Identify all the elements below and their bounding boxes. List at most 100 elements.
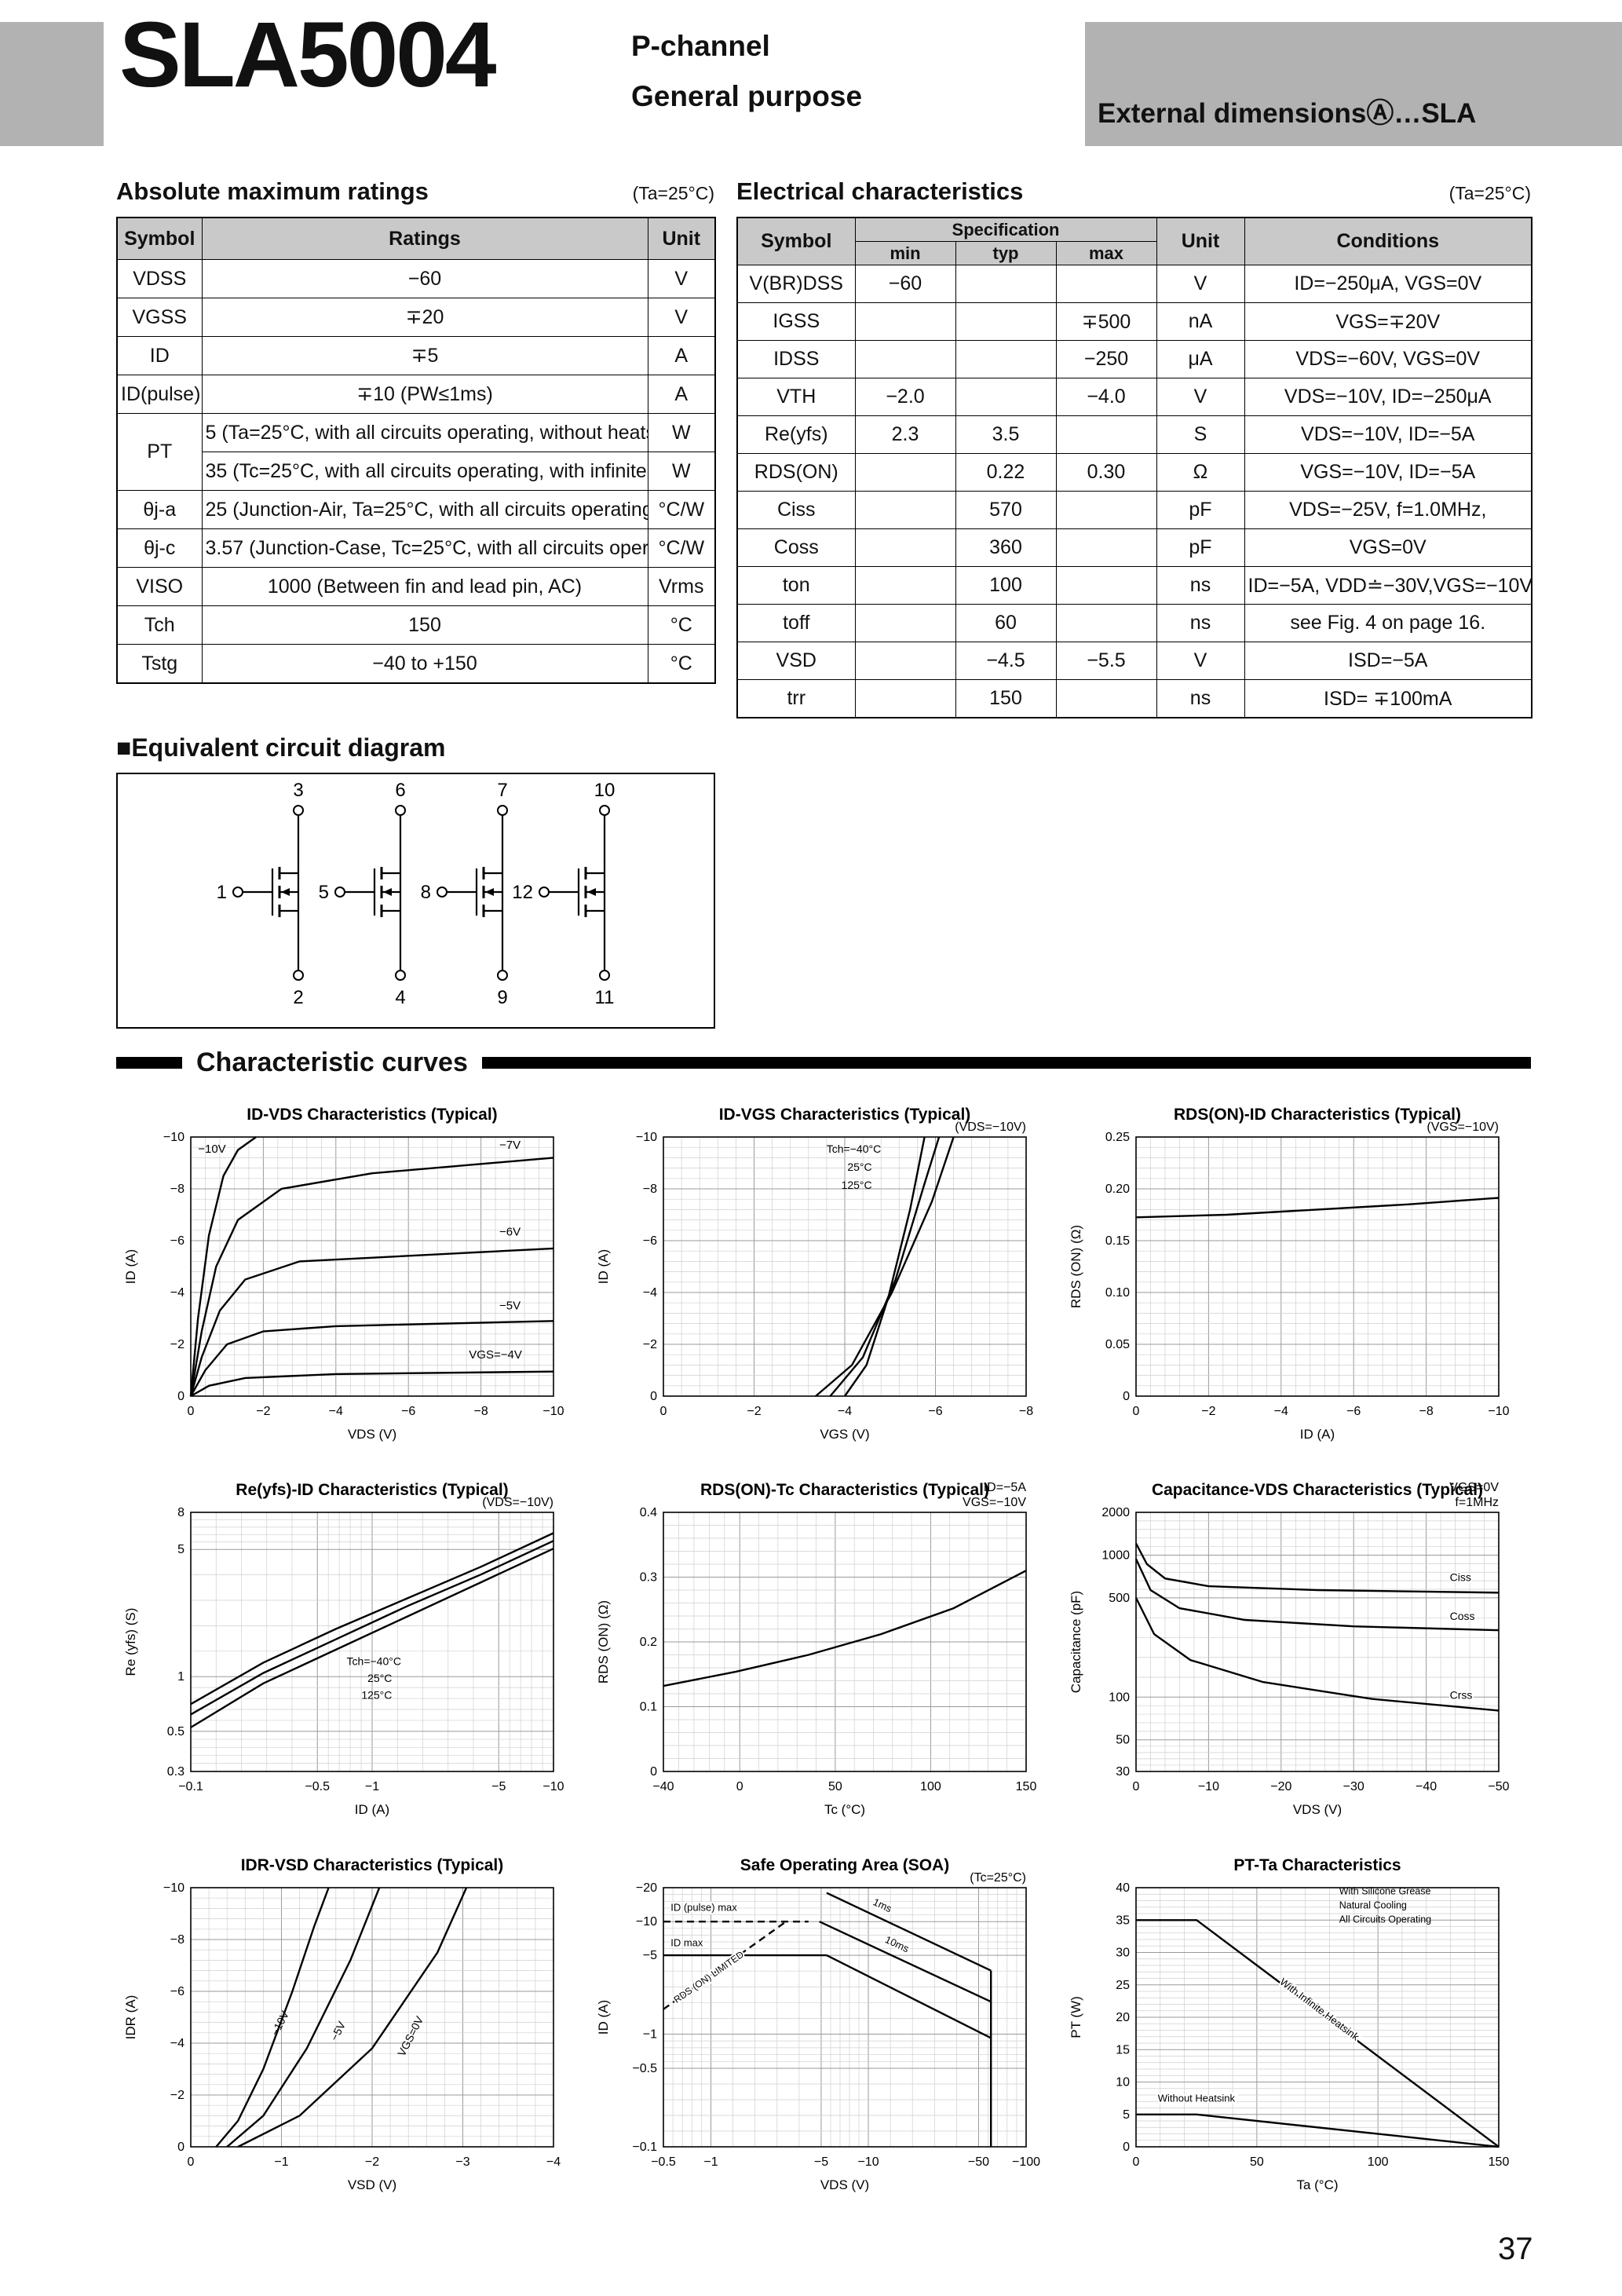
min-cell: −60 xyxy=(854,265,956,303)
plot-border xyxy=(190,1887,554,2148)
unit-cell: nA xyxy=(1156,302,1245,341)
source-pin xyxy=(395,970,406,981)
x-tick-label: −0.1 xyxy=(178,1780,203,1793)
x-tick-label: −4 xyxy=(329,1405,343,1418)
plot-border xyxy=(190,1136,554,1397)
typ-cell: 150 xyxy=(955,679,1057,718)
gate-pin xyxy=(437,887,448,898)
curve-label: VGS=−4V xyxy=(469,1348,522,1362)
arrow xyxy=(281,888,290,896)
y-tick-label: 0.3 xyxy=(640,1571,657,1585)
x-tick-label: −40 xyxy=(1416,1780,1437,1793)
curve-label: Natural Cooling xyxy=(1339,1899,1407,1910)
column-header: Conditions xyxy=(1244,217,1532,265)
curve-label: −10V xyxy=(198,1143,225,1156)
curve-label: −10V xyxy=(269,2009,292,2038)
typ-cell xyxy=(955,340,1057,378)
chart-id-vgs-svg: ID-VGS Characteristics (Typical)(VDS=−10… xyxy=(596,1106,1033,1442)
symbol-cell: VTH xyxy=(736,378,856,416)
drain-pin xyxy=(599,805,610,816)
table-row: V(BR)DSS −60 V ID=−250μA, VGS=0V xyxy=(736,265,1532,303)
curve-label: 10ms xyxy=(883,1933,911,1954)
rating-cell: ∓20 xyxy=(201,298,648,337)
x-tick-label: −2 xyxy=(747,1405,761,1418)
table-header-row: Symbol Ratings Unit xyxy=(116,217,716,260)
min-cell xyxy=(854,340,956,378)
x-tick-label: −30 xyxy=(1343,1780,1364,1793)
max-cell: −4.0 xyxy=(1055,378,1157,416)
unit-cell: ns xyxy=(1156,566,1245,605)
x-tick-label: −3 xyxy=(455,2155,469,2169)
curve xyxy=(189,1136,257,1397)
pin-number: 9 xyxy=(497,987,507,1008)
y-tick-label: −0.1 xyxy=(632,2141,657,2154)
x-tick-label: −5 xyxy=(491,1780,506,1793)
section-bar-right xyxy=(481,1057,1531,1069)
table-row: Coss 360 pF VGS=0V xyxy=(736,528,1532,567)
x-tick-label: −6 xyxy=(401,1405,415,1418)
curve xyxy=(1136,2113,1500,2148)
x-tick-label: −10 xyxy=(542,1405,564,1418)
curve xyxy=(826,1892,992,1972)
conditions-cell: ID=−250μA, VGS=0V xyxy=(1244,265,1532,303)
table-row: toff 60 ns see Fig. 4 on page 16. xyxy=(736,604,1532,642)
pin-number: 2 xyxy=(293,987,303,1008)
table-row: VSD −4.5 −5.5 V ISD=−5A xyxy=(736,642,1532,680)
symbol-cell: Coss xyxy=(736,528,856,567)
min-cell xyxy=(854,491,956,529)
chart-idr-vsd-svg: IDR-VSD Characteristics (Typical) 0 −1 −2 −3… xyxy=(123,1856,561,2192)
y-tick-label: −2 xyxy=(170,2089,184,2102)
x-tick-label: −0.5 xyxy=(651,2155,676,2169)
mosfet-symbol: 3 1 2 xyxy=(217,780,304,1008)
min-cell xyxy=(854,566,956,605)
conditions-cell: VDS=−10V, ID=−250μA xyxy=(1244,378,1532,416)
column-header: Symbol xyxy=(736,217,856,265)
curve xyxy=(1134,1597,1500,1712)
y-tick-label: 500 xyxy=(1109,1592,1130,1605)
chart-condition: f=1MHz xyxy=(1455,1496,1499,1509)
curve-label: RDS (ON) LIMITED xyxy=(672,1949,747,2005)
table-header-row: Symbol Specification Unit Conditions xyxy=(736,217,1532,265)
rating-cell: −60 xyxy=(201,259,648,298)
curve xyxy=(1134,1543,1500,1594)
conditions-cell: VDS=−10V, ID=−5A xyxy=(1244,415,1532,454)
table-row: VGSS ∓20 V xyxy=(116,298,716,337)
min-cell xyxy=(854,604,956,642)
chart-pt-ta-svg: PT-Ta Characteristics 0 50 100 150 0 5 10 15 20 25… xyxy=(1069,1856,1509,2192)
table-row: trr 150 ns ISD= ∓100mA xyxy=(736,679,1532,718)
unit-cell: Vrms xyxy=(647,567,716,606)
table-row: θj-c 3.57 (Junction-Case, Tc=25°C, with a… xyxy=(116,528,716,568)
pin-number: 11 xyxy=(595,987,615,1008)
chart-title: ID-VDS Characteristics (Typical) xyxy=(247,1106,497,1124)
y-tick-label: 2000 xyxy=(1101,1506,1130,1519)
plot-border xyxy=(663,1512,1027,1772)
y-tick-label: 0 xyxy=(1123,1390,1130,1403)
mosfet-symbol: 10 12 11 xyxy=(512,780,615,1008)
y-tick-label: 0.3 xyxy=(167,1765,184,1779)
chart-title: Capacitance-VDS Characteristics (Typical… xyxy=(1152,1481,1483,1499)
x-tick-label: 50 xyxy=(828,1780,842,1793)
x-tick-label: 100 xyxy=(920,1780,941,1793)
x-tick-label: −5 xyxy=(814,2155,828,2169)
y-tick-label: 10 xyxy=(1116,2076,1130,2089)
max-cell xyxy=(1055,679,1157,718)
x-tick-label: −2 xyxy=(1201,1405,1215,1418)
table-row: ID ∓5 A xyxy=(116,336,716,375)
max-cell: 0.30 xyxy=(1055,453,1157,492)
x-tick-label: −10 xyxy=(1198,1780,1219,1793)
unit-cell: V xyxy=(647,259,716,298)
unit-cell: Ω xyxy=(1156,453,1245,492)
x-tick-label: −1 xyxy=(274,2155,288,2169)
chart-rdson-tc-svg: RDS(ON)-Tc Characteristics (Typical)ID=−… xyxy=(596,1481,1036,1817)
y-tick-label: 25 xyxy=(1116,1979,1130,1992)
symbol-cell: Tstg xyxy=(116,644,203,684)
source-pin xyxy=(599,970,610,981)
typ-cell xyxy=(955,378,1057,416)
unit-cell: A xyxy=(647,336,716,375)
y-tick-label: −2 xyxy=(643,1338,657,1351)
y-tick-label: −1 xyxy=(643,2027,657,2041)
x-tick-label: −40 xyxy=(652,1780,674,1793)
unit-cell: °C xyxy=(647,605,716,645)
table-row: Ciss 570 pF VDS=−25V, f=1.0MHz, xyxy=(736,491,1532,529)
pin-number: 4 xyxy=(395,987,405,1008)
